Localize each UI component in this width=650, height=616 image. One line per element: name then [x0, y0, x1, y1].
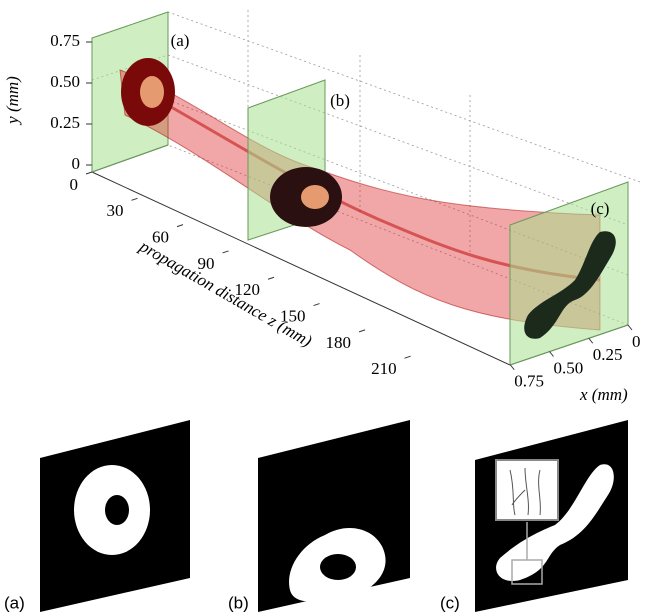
- z-tick-label: 0: [70, 175, 79, 194]
- z-tick: [132, 198, 138, 200]
- lumen-a: [140, 76, 164, 108]
- bottom-panel-label: (a): [4, 593, 25, 612]
- z-tick: [268, 277, 274, 279]
- slice-a-lumen: [105, 495, 129, 525]
- z-axis-label: propagation distance z (mm): [136, 236, 316, 351]
- z-tick: [405, 356, 411, 358]
- y-tick-label: 0.50: [50, 72, 80, 91]
- x-tick: [510, 365, 514, 370]
- z-tick: [359, 330, 365, 332]
- x-tick: [628, 325, 632, 330]
- bottom-panel-label: (b): [228, 593, 249, 612]
- panel-label: (c): [591, 199, 610, 218]
- x-tick: [589, 338, 593, 343]
- figure: (a)(b)(c)00.250.500.75y (mm)030609012015…: [0, 0, 650, 616]
- lumen-b: [301, 185, 329, 209]
- x-tick: [550, 352, 554, 357]
- plane-c: [510, 182, 628, 365]
- panel-label: (a): [171, 31, 190, 50]
- y-tick-label: 0.75: [50, 31, 80, 50]
- z-tick-label: 30: [107, 201, 124, 220]
- x-tick-label: 0.50: [554, 358, 584, 377]
- y-axis-label: y (mm): [3, 76, 22, 126]
- z-tick: [86, 172, 92, 174]
- z-tick-label: 180: [326, 333, 352, 352]
- x-axis-label: x (mm): [579, 385, 628, 404]
- y-tick-label: 0: [72, 154, 81, 173]
- slice-b-lumen: [320, 554, 356, 580]
- z-tick: [314, 304, 320, 306]
- bottom-panel-label: (c): [440, 593, 460, 612]
- x-tick-label: 0: [632, 332, 641, 351]
- z-tick: [177, 225, 183, 227]
- x-tick-label: 0.75: [514, 372, 544, 391]
- z-tick: [223, 251, 229, 253]
- y-tick-label: 0.25: [50, 113, 80, 132]
- panel-label: (b): [330, 91, 350, 110]
- z-tick-label: 210: [371, 359, 397, 378]
- x-tick-label: 0.25: [593, 345, 623, 364]
